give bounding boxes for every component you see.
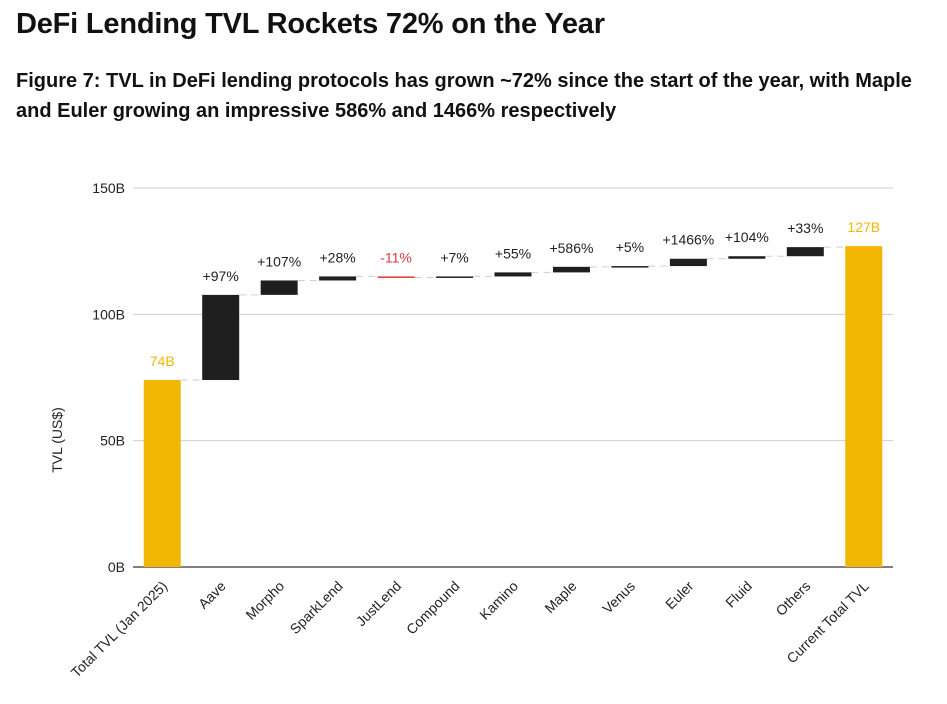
data-label: 74B	[150, 353, 175, 369]
x-axis-labels: Total TVL (Jan 2025) Aave Morpho SparkLend J…	[68, 578, 872, 681]
chart-title: DeFi Lending TVL Rockets 72% on the Year	[16, 8, 605, 40]
x-tick-label: Venus	[599, 578, 638, 617]
data-label: +5%	[616, 239, 644, 255]
x-tick-label: Fluid	[722, 578, 755, 611]
bar-current-total-tvl	[845, 246, 883, 567]
bar-justlend	[377, 276, 415, 278]
bar-others	[786, 247, 824, 257]
data-label: +586%	[549, 240, 593, 256]
x-tick-label: Others	[772, 578, 813, 619]
x-tick-label: Compound	[403, 578, 463, 638]
data-label: +33%	[787, 220, 823, 236]
x-tick-label: Morpho	[242, 578, 287, 623]
x-tick-label: SparkLend	[287, 578, 346, 637]
data-label: +28%	[320, 249, 356, 265]
x-tick-label: Kamino	[476, 578, 521, 623]
bar-venus	[611, 266, 649, 268]
gridlines	[133, 187, 893, 568]
x-tick-label: Maple	[541, 578, 579, 616]
y-tick-label: 50B	[100, 433, 125, 449]
data-label: 127B	[847, 219, 880, 235]
data-label: +104%	[725, 229, 769, 245]
data-label: +1466%	[662, 232, 714, 248]
bar-total-tvl-jan-2025	[143, 380, 181, 567]
bar-aave	[202, 294, 240, 381]
bar-morpho	[260, 280, 298, 295]
y-tick-label: 150B	[92, 180, 125, 196]
data-label: +55%	[495, 245, 531, 261]
y-tick-label: 100B	[92, 306, 125, 322]
bar-kamino	[494, 272, 532, 277]
chart-subtitle: Figure 7: TVL in DeFi lending protocols …	[16, 70, 912, 122]
bar-compound	[436, 276, 474, 278]
y-axis-label: TVL (US$)	[49, 407, 65, 473]
data-label: +7%	[440, 249, 468, 265]
bar-euler	[669, 258, 707, 267]
data-label: +97%	[203, 268, 239, 284]
x-tick-label: Total TVL (Jan 2025)	[68, 578, 171, 681]
bar-fluid	[728, 256, 766, 259]
data-label: +107%	[257, 253, 301, 269]
bar-sparklend	[319, 276, 357, 281]
data-label: -11%	[380, 249, 412, 265]
x-tick-label: Aave	[195, 578, 229, 612]
bar-maple	[552, 266, 590, 273]
x-tick-label: Euler	[662, 578, 697, 613]
y-tick-label: 0B	[108, 559, 125, 575]
data-labels: 74B +97% +107% +28% -11% +7% +55% +586% +5% +1466…	[150, 219, 880, 369]
connectors	[180, 246, 846, 381]
bars	[143, 246, 883, 567]
x-tick-label: JustLend	[353, 578, 404, 629]
y-axis-ticks: 0B 50B 100B 150B	[92, 180, 125, 575]
